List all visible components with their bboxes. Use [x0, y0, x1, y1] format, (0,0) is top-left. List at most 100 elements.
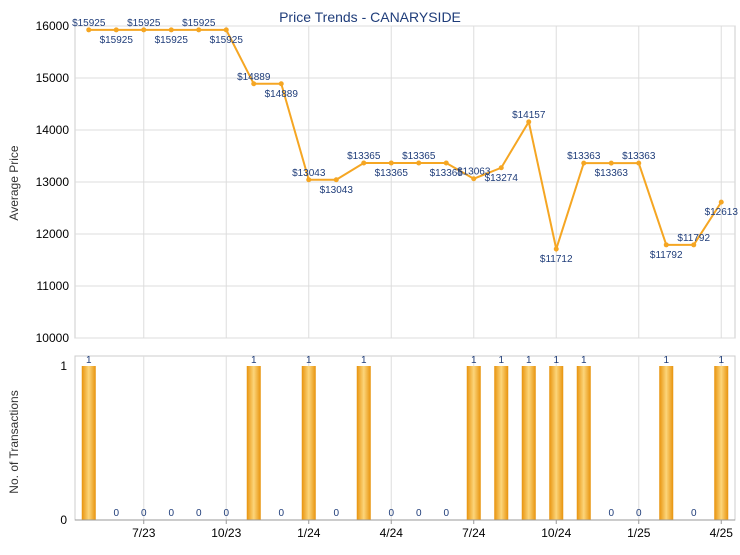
price-data-label: $12613: [705, 207, 739, 218]
transaction-count-label: 0: [113, 508, 119, 519]
price-data-label: $15925: [72, 18, 106, 29]
price-y-tick-label: 12000: [36, 227, 70, 241]
price-data-label: $13063: [457, 167, 491, 178]
price-data-label: $15925: [155, 35, 189, 46]
price-data-label: $11792: [677, 233, 710, 244]
transaction-count-label: 0: [278, 508, 284, 519]
x-tick-label: 4/24: [380, 526, 404, 540]
transaction-count-label: 1: [471, 355, 477, 366]
transaction-count-label: 0: [196, 508, 202, 519]
price-point: [388, 160, 394, 166]
transaction-count-label: 0: [608, 508, 614, 519]
price-data-label: $11712: [540, 254, 573, 265]
transaction-count-label: 0: [168, 508, 174, 519]
x-tick-label: 10/24: [541, 526, 571, 540]
price-y-tick-label: 13000: [36, 175, 70, 189]
price-point: [361, 160, 367, 166]
price-point: [196, 27, 202, 33]
transaction-count-label: 1: [663, 355, 669, 366]
price-point: [581, 160, 587, 166]
price-point: [306, 177, 312, 183]
price-data-label: $13365: [402, 151, 436, 162]
x-tick-label: 1/24: [297, 526, 321, 540]
transaction-count-label: 1: [498, 355, 504, 366]
price-data-label: $13363: [567, 151, 601, 162]
price-data-label: $15925: [182, 18, 216, 29]
price-point: [141, 27, 147, 33]
transaction-count-label: 0: [691, 508, 697, 519]
price-data-label: $13365: [430, 168, 464, 179]
price-point: [223, 27, 229, 33]
transaction-count-label: 1: [86, 355, 92, 366]
transaction-bar: [356, 366, 371, 520]
price-point: [608, 160, 614, 166]
price-data-label: $14889: [265, 89, 299, 100]
price-point: [443, 160, 449, 166]
x-tick-label: 1/25: [627, 526, 651, 540]
transaction-bar: [576, 366, 591, 520]
transaction-count-label: 1: [251, 355, 257, 366]
price-data-label: $15925: [210, 35, 244, 46]
transaction-count-label: 0: [388, 508, 394, 519]
transactions-y-axis-label: No. of Transactions: [7, 390, 21, 493]
transaction-bar: [81, 366, 96, 520]
price-data-label: $13365: [375, 168, 409, 179]
price-y-tick-label: 11000: [37, 279, 70, 293]
transaction-count-label: 1: [306, 355, 312, 366]
price-data-label: $13363: [622, 151, 656, 162]
price-point: [416, 160, 422, 166]
transaction-count-label: 0: [141, 508, 147, 519]
transaction-bar: [659, 366, 674, 520]
price-data-label: $14157: [512, 110, 546, 121]
transaction-count-label: 1: [553, 355, 559, 366]
transaction-bar: [549, 366, 564, 520]
price-y-tick-label: 16000: [36, 19, 70, 33]
transaction-count-label: 0: [223, 508, 229, 519]
transactions-plot-area: 0 1 1 0 0 0 0 0 1 0 1 0 1 0 0 0 1 1 1 1 1 0 0 1 0 1 7/23 10/23 1/24 4…: [60, 355, 736, 540]
price-data-label: $13043: [292, 168, 326, 179]
price-data-label: $15925: [127, 18, 161, 29]
price-point: [498, 165, 504, 171]
price-point: [471, 176, 477, 182]
price-point: [663, 242, 669, 248]
price-data-label: $15925: [100, 35, 134, 46]
transaction-bar: [246, 366, 261, 520]
x-tick-label: 10/23: [211, 526, 241, 540]
transaction-bar: [521, 366, 536, 520]
price-point: [718, 199, 724, 205]
x-tick-label: 4/25: [710, 526, 734, 540]
chart-title: Price Trends - CANARYSIDE: [279, 9, 461, 25]
price-y-axis-label: Average Price: [7, 145, 21, 220]
transaction-count-label: 0: [333, 508, 339, 519]
price-y-tick-label: 10000: [36, 331, 70, 345]
price-point: [86, 27, 92, 33]
transaction-count-label: 0: [416, 508, 422, 519]
price-data-label: $13363: [595, 168, 629, 179]
price-point: [636, 160, 642, 166]
price-series-line: [88, 28, 723, 253]
transaction-count-label: 1: [581, 355, 587, 366]
price-point: [526, 119, 532, 125]
price-data-label: $14889: [237, 72, 271, 83]
x-tick-label: 7/24: [462, 526, 486, 540]
transaction-count-label: 1: [526, 355, 532, 366]
price-point: [113, 27, 119, 33]
price-point: [333, 177, 339, 183]
price-data-label: $11792: [650, 250, 683, 261]
price-data-label: $13274: [485, 173, 519, 184]
transaction-count-label: 0: [636, 508, 642, 519]
price-point: [691, 242, 697, 248]
transaction-bar: [301, 366, 316, 520]
price-y-tick-label: 15000: [36, 71, 70, 85]
transaction-bar: [466, 366, 481, 520]
price-point: [278, 81, 284, 87]
transaction-count-label: 1: [718, 355, 724, 366]
price-point: [251, 81, 257, 87]
price-data-label: $13043: [320, 185, 354, 196]
transactions-y-tick-label: 1: [60, 359, 67, 373]
transaction-bar: [494, 366, 509, 520]
price-y-tick-label: 14000: [36, 123, 70, 137]
